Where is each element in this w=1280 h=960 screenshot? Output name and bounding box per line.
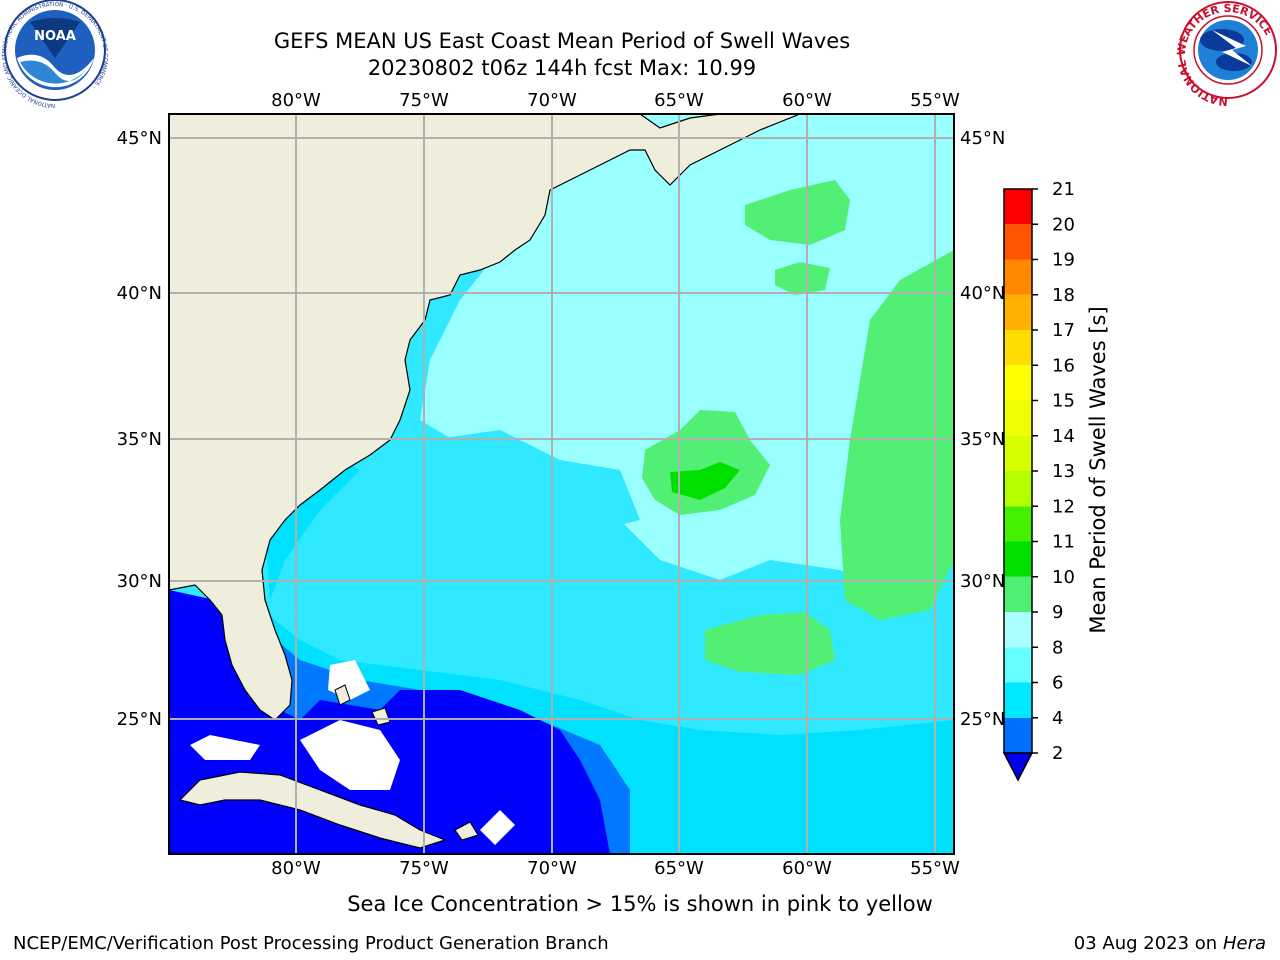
- colorbar-segment: [1004, 259, 1032, 295]
- no-data-bahamas: [300, 720, 400, 790]
- colorbar-segment: [1004, 717, 1032, 753]
- swell-10-11-core: [670, 462, 740, 500]
- lon-label-top-75w: 75°W: [399, 90, 449, 111]
- map-area: [169, 114, 954, 854]
- colorbar-segment: [1004, 435, 1032, 471]
- colorbar-segment: [1004, 612, 1032, 648]
- map-gridlines: [169, 114, 954, 854]
- land-bahamas-islands: [334, 684, 479, 841]
- colorbar-tick-label: 11: [1052, 532, 1075, 553]
- colorbar-segment: [1004, 647, 1032, 683]
- lon-label-bottom-70w: 70°W: [527, 858, 577, 879]
- no-data-patch-west: [190, 735, 260, 760]
- colorbar-segment: [1004, 330, 1032, 366]
- colorbar-tick-label: 13: [1052, 461, 1075, 482]
- no-data-patch-southeast: [480, 810, 515, 845]
- colorbar-tick-label: 17: [1052, 320, 1075, 341]
- colorbar-segment: [1004, 471, 1032, 507]
- lon-label-bottom-75w: 75°W: [399, 858, 449, 879]
- lat-label-left-25n: 25°N: [117, 709, 162, 730]
- sea-ice-note: Sea Ice Concentration > 15% is shown in …: [347, 892, 933, 916]
- footer-credit: NCEP/EMC/Verification Post Processing Pr…: [13, 933, 609, 954]
- lon-label-bottom-80w: 80°W: [271, 858, 321, 879]
- map-subtitle: 20230802 t06z 144h fcst Max: 10.99: [368, 56, 756, 80]
- footer-date-text: 03 Aug 2023 on: [1073, 933, 1218, 954]
- colorbar-tick-label: 14: [1052, 426, 1075, 447]
- colorbar-segment: [1004, 224, 1032, 260]
- colorbar-segment: [1004, 576, 1032, 612]
- map-frame: [168, 113, 955, 855]
- swell-9-10-cells: [775, 262, 830, 295]
- colorbar-tick-label: 21: [1052, 179, 1075, 200]
- colorbar-tick-label: 16: [1052, 355, 1075, 376]
- swell-9-10-northeast: [745, 180, 850, 245]
- lon-label-bottom-60w: 60°W: [782, 858, 832, 879]
- colorbar-tick-label: 4: [1052, 708, 1063, 729]
- swell-6-8-tongue: [430, 430, 640, 530]
- colorbar-segment: [1004, 365, 1032, 401]
- colorbar-segment: [1004, 400, 1032, 436]
- land-cuba: [178, 771, 447, 849]
- lat-label-left-40n: 40°N: [117, 283, 162, 304]
- colorbar-segment: [1004, 541, 1032, 577]
- noaa-logo-text: NOAA: [34, 29, 76, 44]
- colorbar-under-extension: [1002, 752, 1034, 782]
- swell-9-10-south: [705, 612, 835, 675]
- colorbar-tick-label: 15: [1052, 391, 1075, 412]
- lat-label-right-35n: 35°N: [960, 429, 1005, 450]
- map-title: GEFS MEAN US East Coast Mean Period of S…: [274, 29, 850, 53]
- lon-label-top-65w: 65°W: [654, 90, 704, 111]
- colorbar-segment: [1004, 294, 1032, 330]
- colorbar-tick-label: 10: [1052, 567, 1075, 588]
- lat-label-right-45n: 45°N: [960, 128, 1005, 149]
- noaa-logo: NOAA NATIONAL OCEANIC AND ATMOSPHERIC AD…: [2, 0, 108, 108]
- lon-label-top-80w: 80°W: [271, 90, 321, 111]
- colorbar-segment: [1004, 189, 1032, 225]
- colorbar-segment: [1004, 682, 1032, 718]
- colorbar-tick-label: 6: [1052, 673, 1063, 694]
- colorbar-tick-label: 12: [1052, 496, 1075, 517]
- footer-machine: Hera: [1222, 933, 1266, 954]
- colorbar-tick-label: 18: [1052, 285, 1075, 306]
- swell-9-10-east: [840, 250, 954, 620]
- land-north-america: [169, 114, 801, 721]
- colorbar-tick-label: 9: [1052, 602, 1063, 623]
- lat-label-left-30n: 30°N: [117, 571, 162, 592]
- lat-label-right-30n: 30°N: [960, 571, 1005, 592]
- lon-label-bottom-55w: 55°W: [910, 858, 960, 879]
- lat-label-right-25n: 25°N: [960, 709, 1005, 730]
- nws-logo: NATIONAL WEATHER SERVICE: [1175, 1, 1277, 108]
- colorbar-tick-label: 8: [1052, 637, 1063, 658]
- colorbar-segment: [1004, 506, 1032, 542]
- colorbar-label: Mean Period of Swell Waves [s]: [1086, 306, 1110, 633]
- footer-date: 03 Aug 2023 on Hera: [1074, 933, 1266, 954]
- lon-label-top-60w: 60°W: [782, 90, 832, 111]
- colorbar-tick-label: 20: [1052, 214, 1075, 235]
- lon-label-top-55w: 55°W: [910, 90, 960, 111]
- lat-label-left-45n: 45°N: [117, 128, 162, 149]
- colorbar-tick-label: 2: [1052, 743, 1063, 764]
- lon-label-bottom-65w: 65°W: [654, 858, 704, 879]
- lat-label-right-40n: 40°N: [960, 283, 1005, 304]
- lat-label-left-35n: 35°N: [117, 429, 162, 450]
- lon-label-top-70w: 70°W: [527, 90, 577, 111]
- colorbar-tick-label: 19: [1052, 250, 1075, 271]
- colorbar: 2 4 6 8 9 10 11 12 13 14 15 16 17 18 19 20 21: [1002, 179, 1075, 782]
